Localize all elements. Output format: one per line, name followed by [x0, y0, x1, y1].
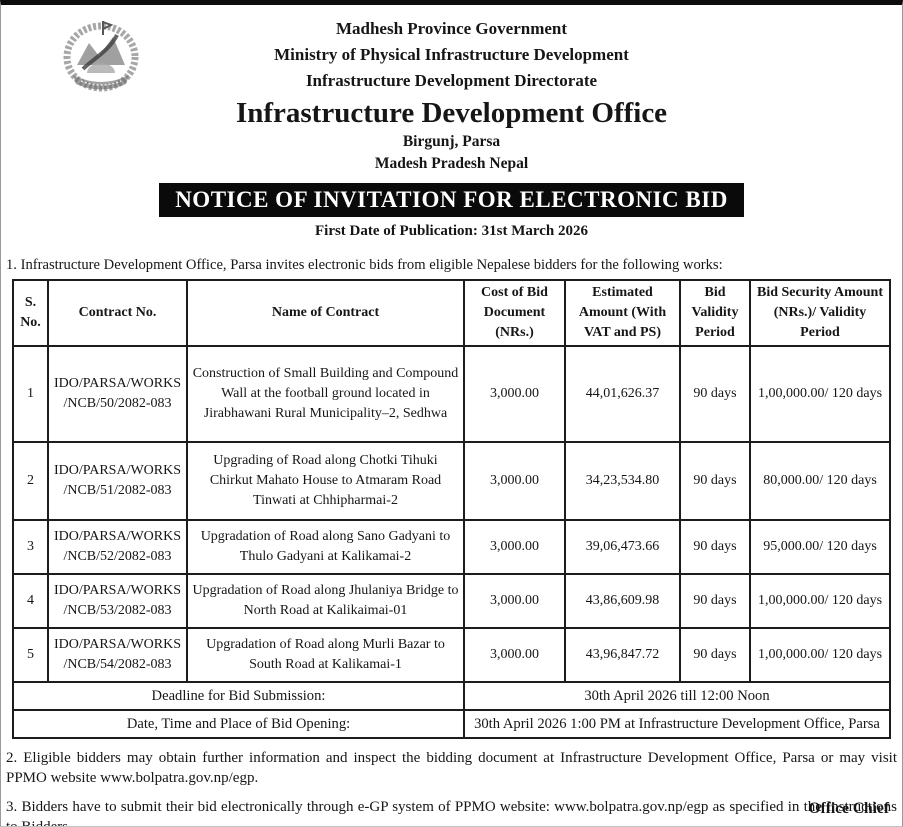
cell-security: 1,00,000.00/ 120 days [749, 345, 891, 443]
header-estimated-amount: Estimated Amount (With VAT and PS) [564, 279, 681, 347]
cell-s-no: 2 [12, 441, 49, 521]
cell-contract-name: Upgrading of Road along Chotki Tihuki Ch… [186, 441, 465, 521]
cell-cost: 3,000.00 [463, 345, 566, 443]
cell-contract-no: IDO/PARSA/WORKS/NCB/52/2082-083 [47, 519, 188, 575]
cell-security: 95,000.00/ 120 days [749, 519, 891, 575]
bid-opening-row: Date, Time and Place of Bid Opening: 30t… [12, 709, 891, 739]
cell-s-no: 3 [12, 519, 49, 575]
cell-contract-name: Upgradation of Road along Jhulaniya Brid… [186, 573, 465, 629]
location-province: Madesh Pradesh Nepal [374, 155, 529, 172]
cell-estimated: 34,23,534.80 [564, 441, 681, 521]
bid-opening-value: 30th April 2026 1:00 PM at Infrastructur… [463, 709, 891, 739]
notes-section: 2. Eligible bidders may obtain further i… [6, 748, 897, 827]
org-line-province: Madhesh Province Government [335, 19, 568, 38]
office-name-title: Infrastructure Development Office [235, 97, 668, 129]
cell-contract-name: Upgradation of Road along Sano Gadyani t… [186, 519, 465, 575]
cell-security: 1,00,000.00/ 120 days [749, 573, 891, 629]
cell-s-no: 1 [12, 345, 49, 443]
table-row: 2 IDO/PARSA/WORKS/NCB/51/2082-083 Upgrad… [12, 441, 891, 521]
header-bid-validity: Bid Validity Period [679, 279, 751, 347]
cell-validity: 90 days [679, 519, 751, 575]
deadline-row: Deadline for Bid Submission: 30th April … [12, 681, 891, 711]
deadline-value: 30th April 2026 till 12:00 Noon [463, 681, 891, 711]
table-header-row: S. No. Contract No. Name of Contract Cos… [12, 279, 891, 347]
table-row: 4 IDO/PARSA/WORKS/NCB/53/2082-083 Upgrad… [12, 573, 891, 629]
header-name-of-contract: Name of Contract [186, 279, 465, 347]
header-s-no: S. No. [12, 279, 49, 347]
cell-cost: 3,000.00 [463, 519, 566, 575]
cell-cost: 3,000.00 [463, 441, 566, 521]
cell-validity: 90 days [679, 441, 751, 521]
cell-validity: 90 days [679, 573, 751, 629]
note-2: 2. Eligible bidders may obtain further i… [6, 750, 897, 786]
cell-validity: 90 days [679, 345, 751, 443]
document-header: Madhesh Province Government Ministry of … [1, 5, 902, 175]
cell-estimated: 44,01,626.37 [564, 345, 681, 443]
note-3: 3. Bidders have to submit their bid elec… [6, 799, 897, 827]
notice-title-bar-wrap: NOTICE OF INVITATION FOR ELECTRONIC BID [1, 183, 902, 217]
bid-opening-label: Date, Time and Place of Bid Opening: [12, 709, 465, 739]
cell-contract-no: IDO/PARSA/WORKS/NCB/51/2082-083 [47, 441, 188, 521]
government-emblem-icon [53, 13, 149, 105]
org-line-ministry: Ministry of Physical Infrastructure Deve… [274, 45, 629, 64]
publication-date-line: First Date of Publication: 31st March 20… [314, 223, 589, 239]
cell-contract-no: IDO/PARSA/WORKS/NCB/53/2082-083 [47, 573, 188, 629]
cell-contract-no: IDO/PARSA/WORKS/NCB/50/2082-083 [47, 345, 188, 443]
intro-paragraph: 1. Infrastructure Development Office, Pa… [6, 257, 723, 273]
location-city: Birgunj, Parsa [402, 133, 501, 150]
cell-contract-name: Upgradation of Road along Murli Bazar to… [186, 627, 465, 683]
deadline-label: Deadline for Bid Submission: [12, 681, 465, 711]
signature-office-chief: Office Chief [808, 800, 889, 817]
cell-security: 1,00,000.00/ 120 days [749, 627, 891, 683]
cell-estimated: 39,06,473.66 [564, 519, 681, 575]
cell-estimated: 43,96,847.72 [564, 627, 681, 683]
cell-security: 80,000.00/ 120 days [749, 441, 891, 521]
table-row: 1 IDO/PARSA/WORKS/NCB/50/2082-083 Constr… [12, 345, 891, 443]
cell-contract-name: Construction of Small Building and Compo… [186, 345, 465, 443]
cell-estimated: 43,86,609.98 [564, 573, 681, 629]
notice-title-bar: NOTICE OF INVITATION FOR ELECTRONIC BID [159, 183, 744, 217]
cell-contract-no: IDO/PARSA/WORKS/NCB/54/2082-083 [47, 627, 188, 683]
table-row: 3 IDO/PARSA/WORKS/NCB/52/2082-083 Upgrad… [12, 519, 891, 575]
bids-table: S. No. Contract No. Name of Contract Cos… [12, 279, 891, 739]
header-cost-of-bid: Cost of Bid Document (NRs.) [463, 279, 566, 347]
org-line-directorate: Infrastructure Development Directorate [305, 71, 598, 90]
cell-cost: 3,000.00 [463, 573, 566, 629]
cell-s-no: 4 [12, 573, 49, 629]
header-contract-no: Contract No. [47, 279, 188, 347]
header-bid-security: Bid Security Amount (NRs.)/ Validity Per… [749, 279, 891, 347]
table-row: 5 IDO/PARSA/WORKS/NCB/54/2082-083 Upgrad… [12, 627, 891, 683]
cell-validity: 90 days [679, 627, 751, 683]
cell-cost: 3,000.00 [463, 627, 566, 683]
cell-s-no: 5 [12, 627, 49, 683]
